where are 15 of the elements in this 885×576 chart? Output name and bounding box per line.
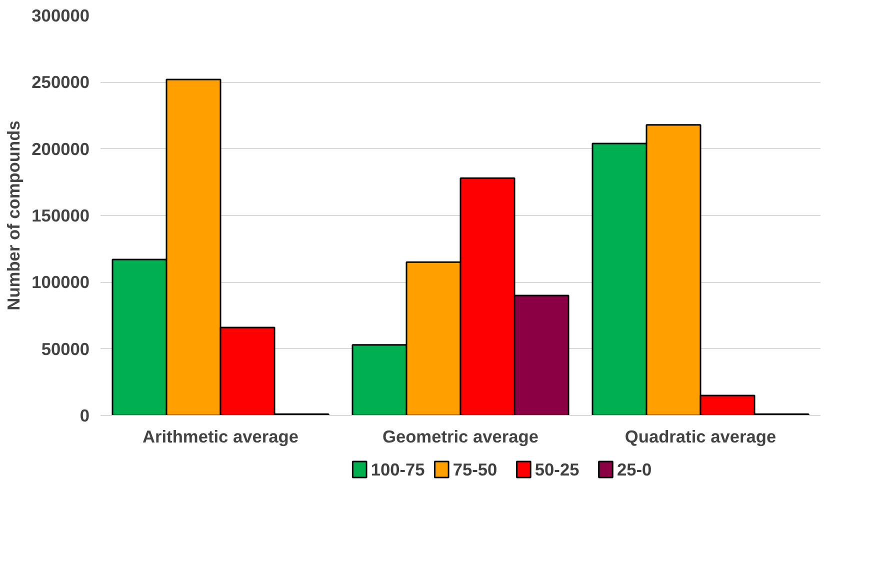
y-tick-label: 150000 <box>32 206 90 226</box>
x-tick-label: Quadratic average <box>624 426 776 446</box>
legend-label: 25-0 <box>616 460 652 480</box>
y-tick-label: 0 <box>80 406 90 426</box>
legend-label: 75-50 <box>452 460 498 480</box>
y-tick-label: 250000 <box>32 72 90 92</box>
y-axis-title: Number of compounds <box>4 120 24 310</box>
x-tick-label: Arithmetic average <box>142 426 299 446</box>
y-tick-label: 200000 <box>32 138 90 159</box>
y-tick-label: 300000 <box>32 6 90 26</box>
y-tick-label: 50000 <box>41 338 90 359</box>
legend-label: 50-25 <box>534 460 580 480</box>
y-tick-label: 100000 <box>32 272 90 292</box>
legend-label: 100-75 <box>370 460 426 480</box>
x-tick-label: Geometric average <box>382 426 539 446</box>
